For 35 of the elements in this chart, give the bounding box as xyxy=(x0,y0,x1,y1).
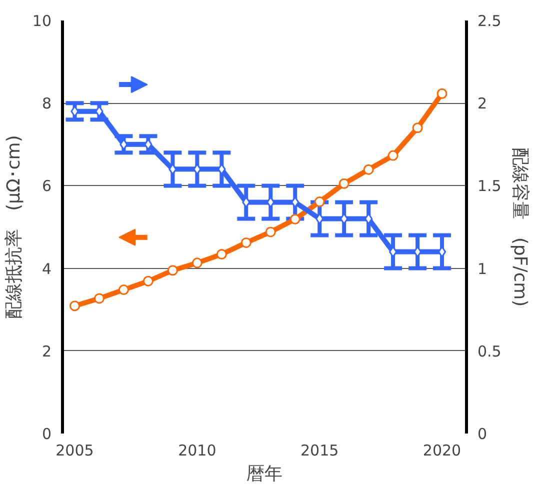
point xyxy=(290,214,300,224)
point xyxy=(192,258,202,268)
x-tick-label: 2020 xyxy=(422,442,462,460)
point xyxy=(167,265,178,276)
point xyxy=(142,276,154,286)
x-axis-title: 暦年 xyxy=(246,464,282,484)
point xyxy=(314,196,325,208)
y-tick-label: 6 xyxy=(42,177,52,196)
point xyxy=(216,249,227,260)
y2-tick-label: 2 xyxy=(478,94,488,113)
x-tick-label: 2015 xyxy=(300,442,339,460)
point xyxy=(436,88,448,99)
x-tick-label: 2005 xyxy=(56,442,94,460)
point xyxy=(338,178,350,189)
y2-tick-label: 0 xyxy=(478,425,488,443)
point xyxy=(265,226,276,238)
y-tick-label: 4 xyxy=(42,260,52,278)
y-tick-label: 2 xyxy=(42,342,52,360)
y2-tick-label: 1.5 xyxy=(478,177,502,196)
y2-tick-label: 2.5 xyxy=(478,12,502,30)
y-axis-title: 配線抵抗率 (μΩ･cm) xyxy=(3,135,24,319)
y2-tick-label: 1 xyxy=(478,260,488,278)
point xyxy=(118,284,129,296)
point xyxy=(94,293,104,304)
y-tick-label: 8 xyxy=(42,94,52,113)
point xyxy=(363,164,374,175)
point xyxy=(388,150,398,161)
y-tick-label: 10 xyxy=(32,12,52,30)
point xyxy=(412,122,423,134)
y2-axis-title: 配線容量 (pF/cm) xyxy=(509,147,530,307)
y-tick-label: 0 xyxy=(42,425,52,443)
point xyxy=(69,300,80,312)
y2-tick-label: 0.5 xyxy=(478,342,502,360)
point xyxy=(240,237,252,248)
x-tick-label: 2010 xyxy=(178,442,216,460)
